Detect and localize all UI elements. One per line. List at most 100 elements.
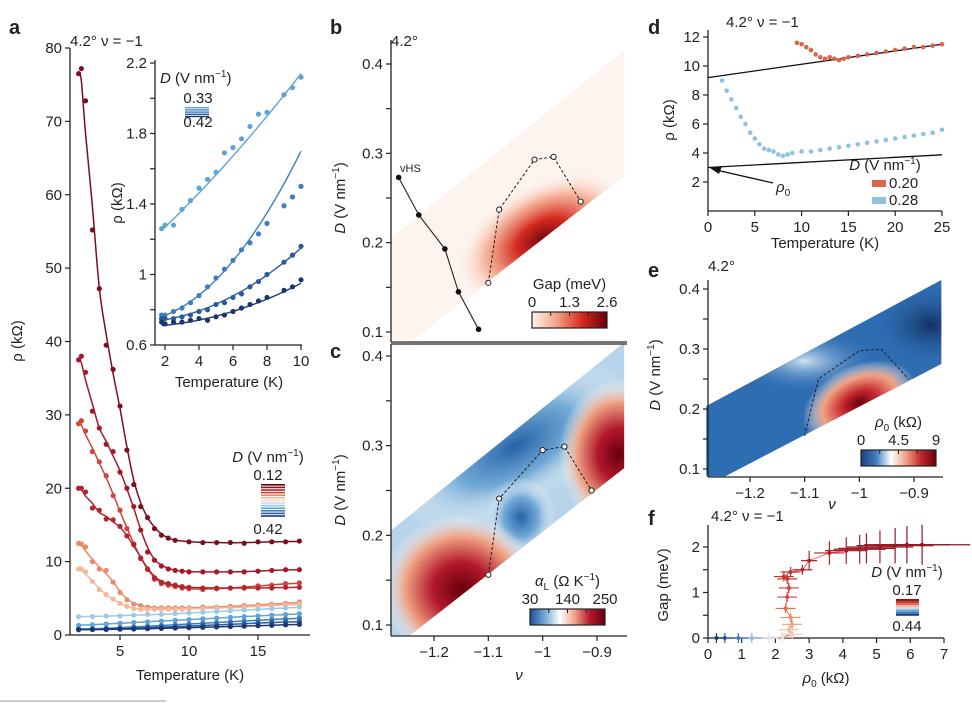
data-point-with-errorbars [777, 592, 798, 603]
data-point [196, 293, 202, 299]
data-point [110, 492, 116, 499]
data-point [117, 626, 123, 632]
data-point [204, 317, 211, 323]
data-point [89, 408, 95, 414]
y-tick-label: 0.2 [679, 401, 700, 418]
x-tick-label: 15 [250, 643, 267, 660]
data-point [200, 585, 206, 591]
data-point [836, 144, 842, 150]
data-point [131, 503, 137, 510]
data-point [145, 606, 151, 612]
data-point [269, 585, 275, 591]
boundary-marker [496, 495, 503, 502]
y-tick-label: 0 [54, 627, 62, 644]
rho0-arrow-head [710, 166, 722, 174]
vhs-marker [475, 326, 482, 333]
data-point [296, 611, 302, 617]
data-point [187, 300, 194, 306]
legend-swatch [261, 491, 285, 494]
data-point [138, 503, 144, 510]
data-point [89, 578, 95, 585]
data-point [238, 291, 245, 297]
y-tick-label: 70 [45, 113, 62, 130]
data-point [213, 275, 219, 281]
data-point [255, 231, 262, 237]
colorbar-label: αL (Ω K−1) [535, 572, 600, 593]
y-axis-label-e: D (V nm−1) [646, 339, 664, 410]
data-point [82, 544, 89, 550]
data-point [230, 308, 236, 315]
y-tick-label: 0.3 [362, 438, 383, 455]
legend-title: D (V nm−1) [871, 563, 942, 581]
legend-swatch [185, 111, 209, 113]
data-point [283, 581, 289, 587]
x-tick-label: 6 [906, 646, 914, 663]
data-point [818, 55, 823, 60]
y-axis-label-d: ρ (kΩ) [661, 99, 678, 140]
data-point [855, 142, 861, 147]
data-point [298, 243, 304, 249]
data-point [159, 226, 165, 232]
data-point [749, 636, 754, 640]
panel-b-title: 4.2° [391, 33, 418, 50]
high-alpha-region [390, 514, 542, 636]
colorbar-label: ρ0 (kΩ) [874, 414, 922, 434]
data-point [788, 615, 793, 620]
data-point [158, 532, 164, 538]
data-point [179, 206, 185, 212]
data-point [96, 507, 102, 513]
data-point [874, 50, 879, 56]
data-point [158, 611, 164, 618]
data-point [138, 555, 144, 561]
legend-f: D (V nm−1)0.17 0.44 [871, 563, 942, 635]
x-axis-label-a: Temperature (K) [136, 667, 244, 684]
x-axis-label-d: Temperature (K) [771, 235, 879, 252]
data-point [289, 284, 296, 290]
data-point [200, 616, 206, 622]
data-point [269, 567, 275, 574]
data-point [96, 286, 102, 292]
data-point [187, 312, 194, 318]
data-point [131, 542, 137, 548]
y-tick-label: 1.4 [126, 196, 147, 213]
data-point [170, 308, 177, 315]
data-point [162, 222, 168, 228]
inset-legend: D (V nm−1) 0.33 0.42 [160, 69, 231, 131]
data-point [766, 147, 772, 153]
panel-label-b: b [330, 17, 342, 39]
data-point [230, 294, 236, 301]
data-point [213, 301, 219, 308]
data-point [920, 131, 926, 137]
data-point [255, 298, 262, 304]
data-point-with-errorbars [864, 526, 950, 564]
x-tick-label: 15 [840, 219, 857, 236]
data-point [200, 605, 206, 612]
inset-y-axis-label: ρ (kΩ) [109, 182, 126, 223]
vhs-label: vHS [400, 163, 421, 175]
data-point [196, 308, 202, 315]
data-point [227, 569, 233, 575]
series-0.15 [76, 353, 302, 575]
colorbar-tick-label: 0 [857, 432, 865, 449]
data-point [145, 619, 151, 625]
legend-swatch [896, 603, 919, 606]
data-point [221, 300, 228, 306]
y-tick-label: 2 [692, 174, 700, 191]
data-point-with-errorbars [758, 633, 779, 643]
data-point [82, 569, 89, 575]
data-point [227, 539, 233, 546]
boundary-marker [539, 447, 546, 454]
y-tick-label: 50 [45, 260, 62, 277]
panel-b: b 4.2° 0.1 0.2 0.3 0.4 D (V nm−1) vHS 0 1.3 2.6Gap… [330, 17, 627, 343]
legend-swatch [896, 611, 919, 614]
data-point [785, 152, 790, 157]
data-point [186, 625, 192, 631]
y-tick-label: 0.1 [679, 461, 700, 478]
data-point-with-errorbars [801, 550, 818, 571]
y-tick-label: 0.4 [679, 281, 700, 298]
fit-line [161, 150, 302, 318]
data-point [96, 459, 102, 465]
legend-swatch [261, 494, 285, 496]
colorbar-tick-label: 9 [932, 432, 940, 449]
colorbar-tick-label: 140 [555, 591, 580, 608]
